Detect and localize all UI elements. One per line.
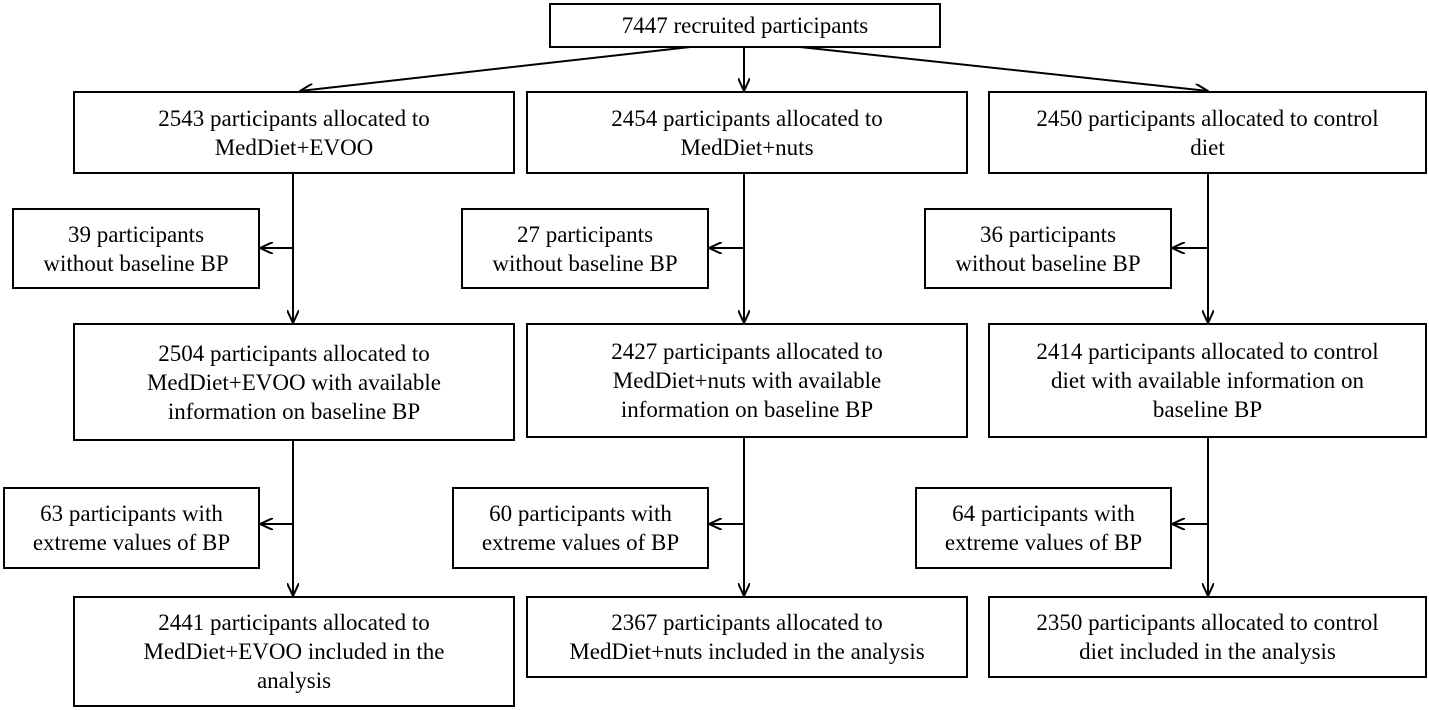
evoo-excluded-extreme-line-2: extreme values of BP <box>32 530 231 555</box>
nuts-with-bp-line-2: MedDiet+nuts with available <box>612 368 882 393</box>
control-excluded-bp-line-2: without baseline BP <box>955 250 1141 276</box>
nuts-allocated-box: 2454 participants allocated to MedDiet+n… <box>526 91 968 174</box>
evoo-excluded-bp-box: 39 participants without baseline BP <box>12 208 260 289</box>
nuts-excluded-bp-line-1: 27 participants <box>516 221 654 247</box>
nuts-excluded-bp-line-2: without baseline BP <box>492 250 678 276</box>
evoo-allocated-line-1: 2543 participants allocated to <box>158 105 430 131</box>
evoo-analyzed-line-2: MedDiet+EVOO included in the <box>143 639 445 664</box>
nuts-excluded-bp-box: 27 participants without baseline BP <box>461 208 709 289</box>
control-with-bp-box: 2414 participants allocated to control d… <box>988 323 1427 438</box>
control-excluded-extreme-box: 64 participants with extreme values of B… <box>915 487 1172 569</box>
arrow-recruited-to-control <box>799 46 1208 91</box>
nuts-excluded-extreme-line-1: 60 participants with <box>489 501 672 526</box>
nuts-analyzed-line-2: MedDiet+nuts included in the analysis <box>569 639 925 664</box>
evoo-allocated-box: 2543 participants allocated to MedDiet+E… <box>73 91 515 174</box>
control-with-bp-line-1: 2414 participants allocated to control <box>1036 339 1379 364</box>
evoo-analyzed-box: 2441 participants allocated to MedDiet+E… <box>73 596 515 707</box>
evoo-with-bp-line-1: 2504 participants allocated to <box>158 340 430 366</box>
control-analyzed-line-1: 2350 participants allocated to control <box>1036 610 1379 635</box>
nuts-with-bp-line-1: 2427 participants allocated to <box>611 339 883 364</box>
evoo-excluded-bp-line-2: without baseline BP <box>43 250 229 276</box>
evoo-with-bp-box: 2504 participants allocated to MedDiet+E… <box>73 323 515 441</box>
control-with-bp-line-2: diet with available information on <box>1051 368 1364 393</box>
control-excluded-bp-line-1: 36 participants <box>979 221 1117 247</box>
control-analyzed-box: 2350 participants allocated to control d… <box>988 596 1427 678</box>
evoo-excluded-extreme-line-1: 63 participants with <box>40 501 223 526</box>
nuts-with-bp-box: 2427 participants allocated to MedDiet+n… <box>526 323 968 438</box>
evoo-excluded-bp-line-1: 39 participants <box>67 221 205 247</box>
arrow-recruited-to-evoo <box>300 46 691 91</box>
nuts-analyzed-box: 2367 participants allocated to MedDiet+n… <box>526 596 968 678</box>
nuts-with-bp-line-3: information on baseline BP <box>620 397 874 422</box>
recruited-box: 7447 recruited participants <box>549 3 941 48</box>
control-excluded-bp-box: 36 participants without baseline BP <box>924 208 1172 289</box>
recruited-line: 7447 recruited participants <box>621 13 869 38</box>
evoo-excluded-extreme-box: 63 participants with extreme values of B… <box>3 487 260 569</box>
nuts-allocated-line-1: 2454 participants allocated to <box>611 105 883 131</box>
control-allocated-box: 2450 participants allocated to control d… <box>988 91 1427 174</box>
control-excluded-extreme-line-1: 64 participants with <box>952 501 1135 526</box>
nuts-analyzed-line-1: 2367 participants allocated to <box>611 610 883 635</box>
evoo-analyzed-line-1: 2441 participants allocated to <box>158 610 430 635</box>
nuts-excluded-extreme-line-2: extreme values of BP <box>481 530 680 555</box>
nuts-allocated-line-2: MedDiet+nuts <box>680 134 814 160</box>
evoo-allocated-line-2: MedDiet+EVOO <box>214 134 374 160</box>
nuts-excluded-extreme-box: 60 participants with extreme values of B… <box>452 487 709 569</box>
evoo-with-bp-line-3: information on baseline BP <box>167 398 421 424</box>
evoo-analyzed-line-3: analysis <box>256 668 332 693</box>
control-analyzed-line-2: diet included in the analysis <box>1079 639 1336 664</box>
control-excluded-extreme-line-2: extreme values of BP <box>944 530 1143 555</box>
control-allocated-line-1: 2450 participants allocated to control <box>1036 105 1379 131</box>
control-with-bp-line-3: baseline BP <box>1152 397 1263 422</box>
evoo-with-bp-line-2: MedDiet+EVOO with available <box>146 369 441 395</box>
control-allocated-line-2: diet <box>1190 134 1225 160</box>
